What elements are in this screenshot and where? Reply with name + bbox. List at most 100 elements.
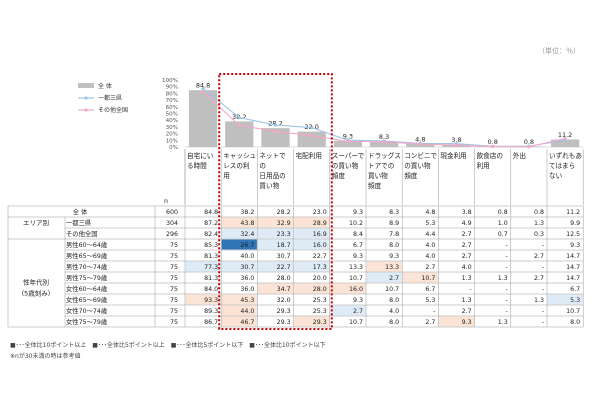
footnote: ※nが30未満の時は参考値 (10, 353, 81, 360)
cell-value: 23.3 (277, 231, 291, 238)
cell-value: 12.5 (566, 231, 580, 238)
cell-value: 43.8 (240, 220, 254, 227)
series-point-2 (491, 144, 495, 149)
cell-value: - (542, 264, 544, 271)
category-label: ネットで (259, 152, 286, 160)
y-tick-label: 40% (166, 118, 178, 124)
category-label: トアでの (368, 162, 394, 170)
cell-value: 25.3 (313, 308, 327, 315)
cell-value: 5.3 (425, 220, 435, 227)
cell-value: 20.0 (313, 275, 327, 282)
row-label: 女性60～64歳 (66, 284, 108, 293)
series-point-2 (273, 129, 278, 133)
cell-value: 9.3 (353, 209, 363, 216)
cell-highlight (221, 305, 257, 316)
cell-highlight (294, 228, 330, 239)
legend-label: 全 体 (98, 82, 112, 90)
cell-value: 0.7 (498, 231, 508, 238)
color-legend-note: ■･･･全体比10ポイント以上 ■･･･全体比5ポイント以上 ■･･･全体比5ポ… (10, 342, 326, 349)
cell-value: 29.3 (277, 308, 291, 315)
bar-5 (369, 141, 399, 147)
cell-highlight (221, 261, 257, 272)
series-point-2 (310, 134, 314, 138)
category-label: の (259, 162, 266, 170)
cell-value: 40.0 (240, 253, 254, 260)
cell-highlight (257, 217, 294, 228)
cell-value: 1.3 (498, 319, 508, 326)
cell-value: - (506, 286, 508, 293)
cell-value: 28.0 (277, 275, 291, 282)
cell-value: 1.0 (498, 220, 508, 227)
cell-value: 28.9 (313, 220, 327, 227)
row-n: 75 (170, 308, 178, 315)
cell-value: 4.4 (425, 231, 435, 238)
cell-highlight (294, 316, 330, 327)
cell-value: 11.2 (566, 209, 580, 216)
cell-value: 2.7 (353, 308, 363, 315)
row-n: 75 (170, 319, 178, 326)
cell-value: 2.7 (462, 308, 472, 315)
group-label-area: エリア別 (23, 218, 49, 227)
cell-highlight (221, 239, 257, 250)
cell-value: 32.0 (277, 297, 291, 304)
cell-value: 2.7 (389, 275, 399, 282)
series-point-2 (346, 139, 350, 143)
cell-value: 1.3 (498, 275, 508, 282)
cell-value: 4.8 (425, 209, 435, 216)
legend-marker-other (84, 108, 88, 112)
cell-value: 13.3 (349, 264, 363, 271)
series-point-1 (273, 123, 278, 127)
cell-value: 5.3 (425, 297, 435, 304)
series-point-2 (527, 145, 531, 149)
cell-value: 4.0 (425, 253, 435, 260)
cell-value: 2.7 (462, 242, 472, 249)
cell-value: 84.0 (204, 286, 218, 293)
row-label: 全 体 (73, 207, 88, 216)
category-label: 外出 (513, 151, 526, 160)
cell-value: 29.3 (277, 319, 291, 326)
cell-value: 93.3 (204, 297, 218, 304)
bar-value-label: 9.3 (343, 132, 353, 140)
bar-value-label: 11.2 (558, 131, 572, 139)
cell-highlight (330, 283, 366, 294)
cell-highlight (294, 239, 330, 250)
row-n: 296 (166, 231, 178, 238)
category-label: 用 (223, 172, 230, 180)
cell-value: 1.3 (534, 297, 544, 304)
cell-value: 4.9 (462, 220, 472, 227)
cell-value: - (506, 242, 508, 249)
row-label: 男性60～64歳 (66, 240, 108, 249)
y-tick-label: 30% (166, 125, 178, 131)
cell-highlight (294, 261, 330, 272)
category-label: ドラッグス (368, 151, 401, 160)
cell-value: 14.7 (566, 275, 580, 282)
cell-highlight (547, 294, 583, 305)
cell-value: 85.3 (204, 242, 218, 249)
bar-3 (297, 131, 326, 147)
cell-value: 9.3 (462, 319, 472, 326)
cell-highlight (294, 283, 330, 294)
cell-value: 10.7 (349, 319, 363, 326)
category-label: 頻度 (368, 181, 382, 190)
cell-value: 0.8 (498, 209, 508, 216)
cell-value: 36.0 (240, 275, 254, 282)
series-point-2 (563, 137, 567, 141)
cell-value: 32.9 (277, 220, 291, 227)
cell-value: 86.7 (204, 319, 218, 326)
cell-value: 22.7 (277, 264, 291, 271)
y-tick-label: 70% (166, 98, 178, 104)
cell-value: 2.7 (462, 253, 472, 260)
cell-highlight (366, 272, 402, 283)
category-label: ない (549, 172, 563, 180)
cell-value: 2.7 (462, 231, 472, 238)
category-label: レスの利 (223, 161, 250, 170)
cell-value: 0.8 (534, 209, 544, 216)
cell-value: 9.3 (353, 297, 363, 304)
cell-value: 89.3 (204, 308, 218, 315)
cell-value: 8.0 (389, 242, 399, 249)
cell-value: 8.3 (389, 209, 399, 216)
series-point-2 (454, 143, 459, 147)
cell-value: 0.3 (534, 231, 544, 238)
cell-value: 28.2 (277, 209, 291, 216)
cell-value: - (506, 253, 508, 260)
